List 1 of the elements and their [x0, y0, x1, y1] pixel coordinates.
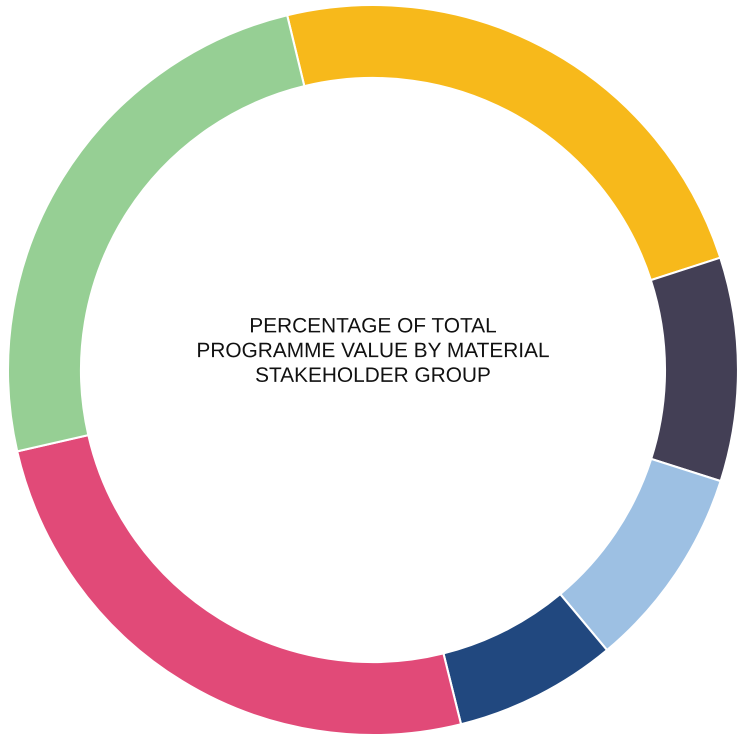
text: PERCENTAGE OF TOTAL PROGRAMME VALUE BY MATERIAL STAKEHOLDER GROUP [198, 318, 549, 382]
